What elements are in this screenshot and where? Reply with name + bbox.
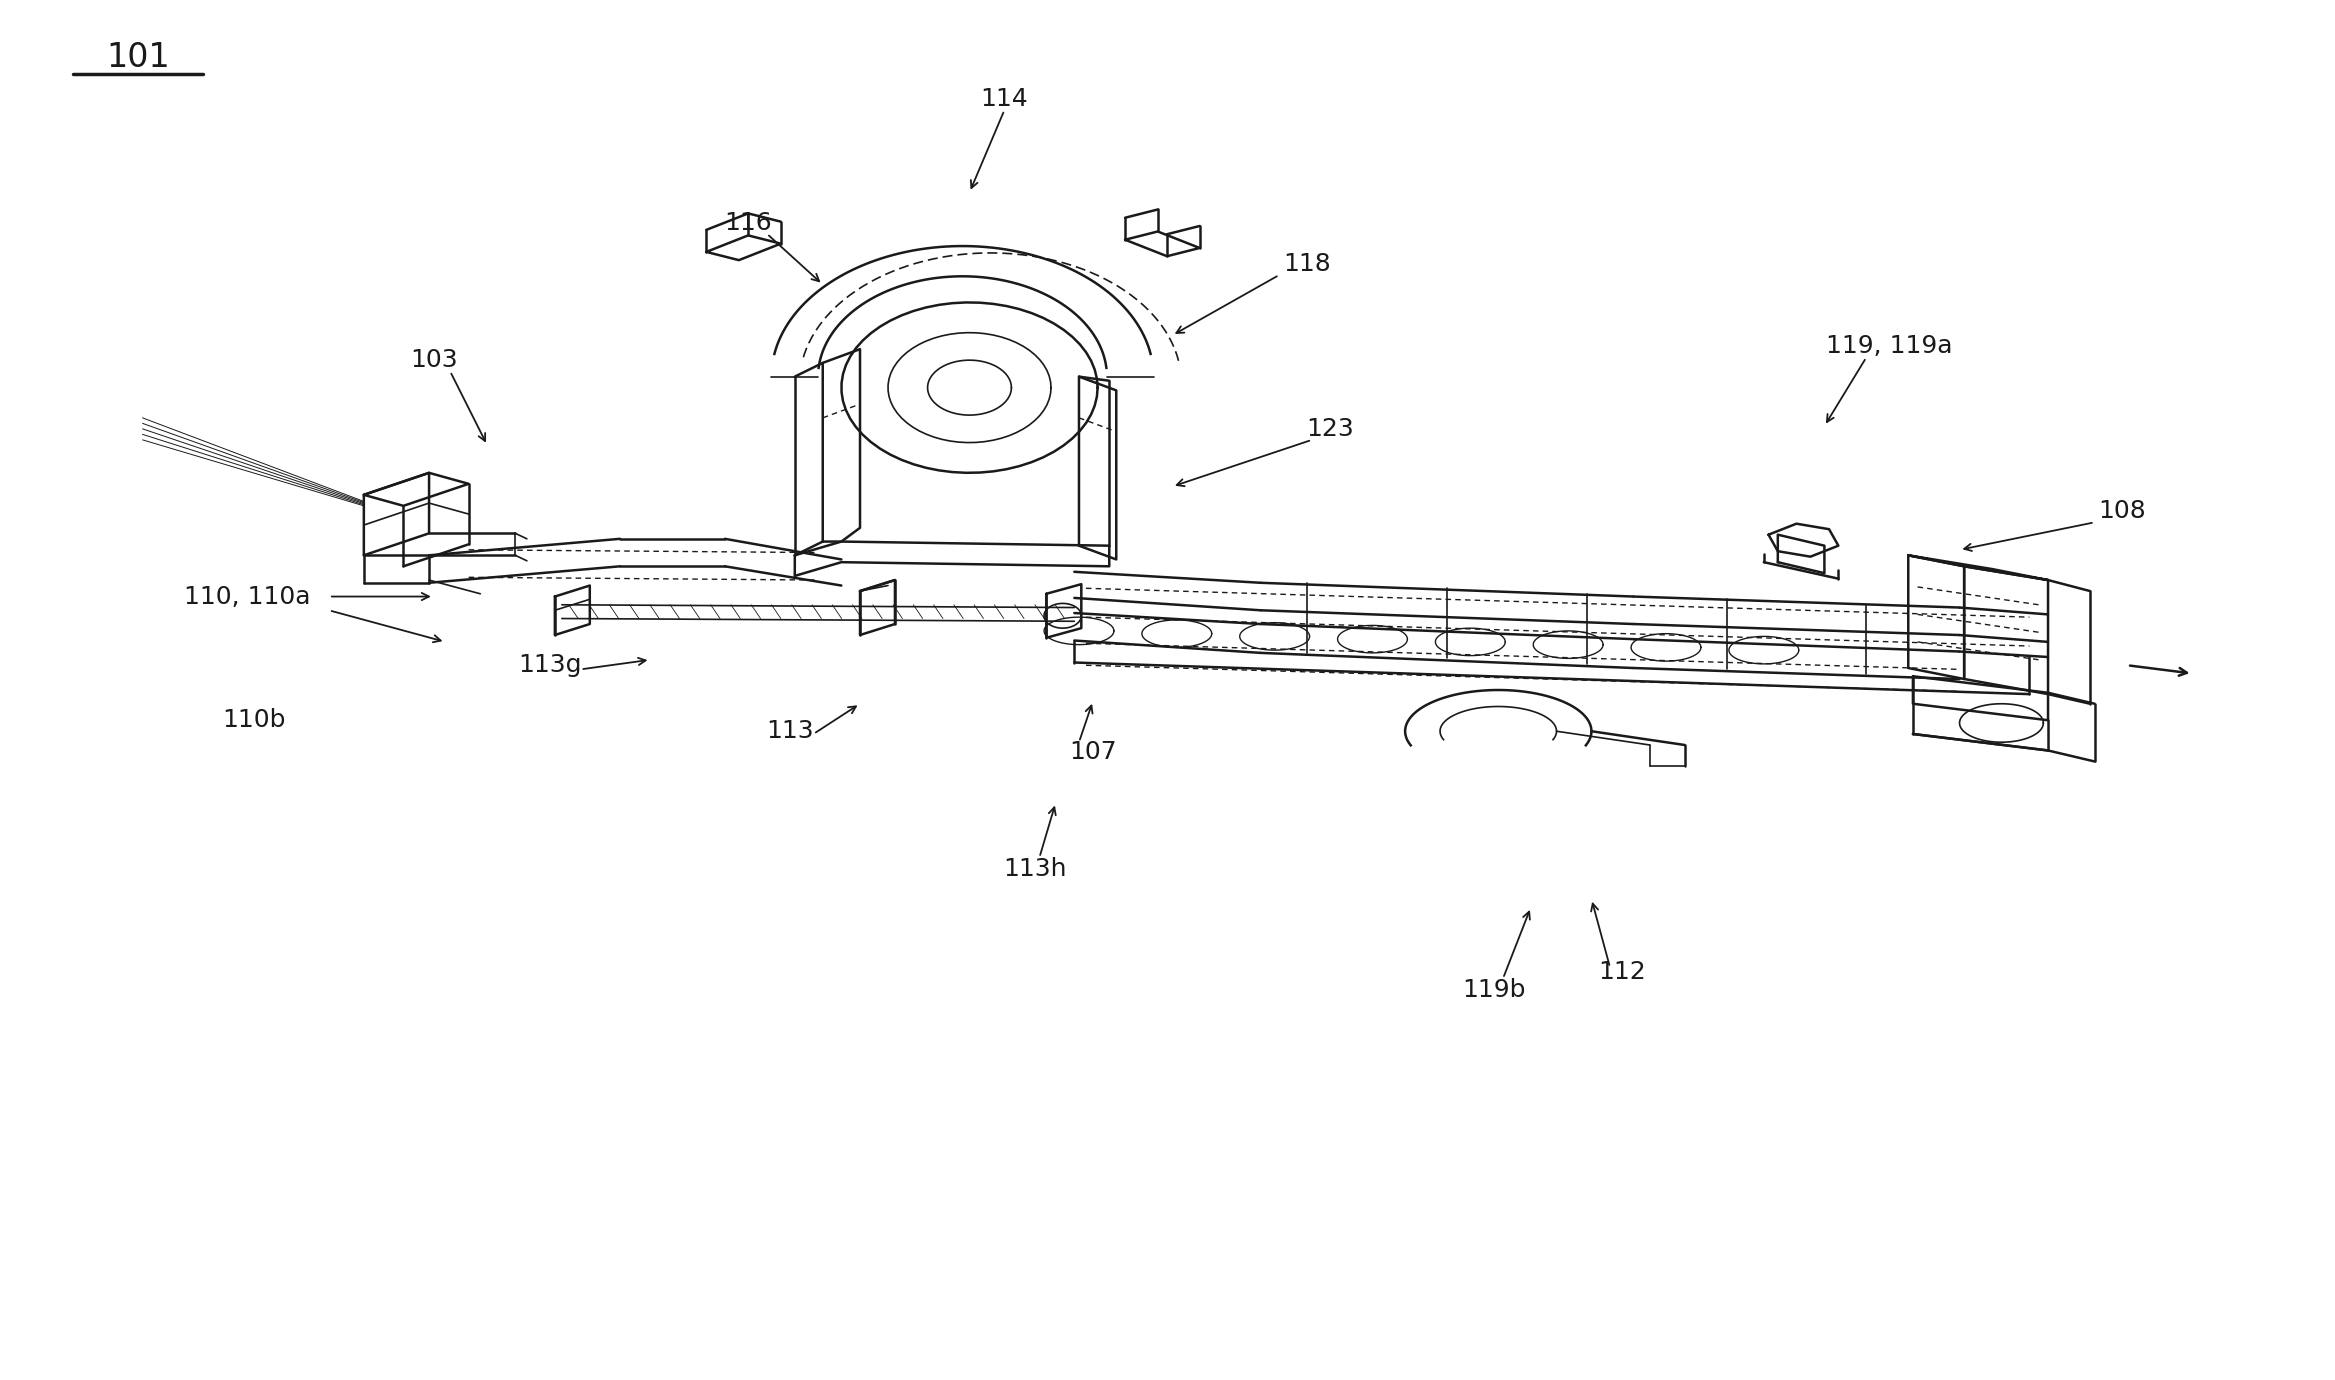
Text: 119, 119a: 119, 119a xyxy=(1826,334,1952,359)
Text: 110b: 110b xyxy=(222,708,287,733)
Text: 113: 113 xyxy=(766,719,815,744)
Text: 112: 112 xyxy=(1597,959,1646,984)
Text: 118: 118 xyxy=(1284,253,1331,276)
Text: 113h: 113h xyxy=(1004,857,1067,880)
Text: 110, 110a: 110, 110a xyxy=(184,585,311,609)
Text: 103: 103 xyxy=(411,348,458,373)
Text: 114: 114 xyxy=(981,87,1027,110)
Text: 123: 123 xyxy=(1308,417,1354,440)
Text: 101: 101 xyxy=(105,41,170,75)
Text: 108: 108 xyxy=(2099,500,2146,523)
Text: 119b: 119b xyxy=(1462,977,1525,1002)
Text: 107: 107 xyxy=(1069,740,1116,765)
Text: 113g: 113g xyxy=(518,653,581,678)
Text: 116: 116 xyxy=(724,211,773,235)
